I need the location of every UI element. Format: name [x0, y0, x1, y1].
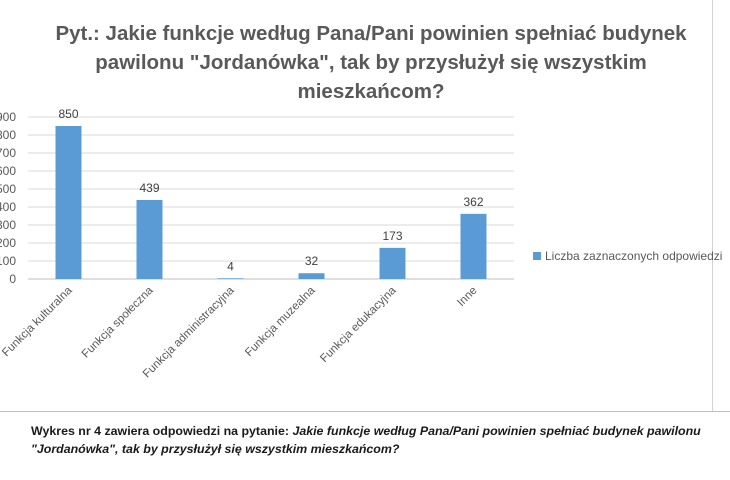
bar	[460, 213, 487, 279]
caption-lead: Wykres nr 4 zawiera odpowiedzi na pytani…	[31, 424, 289, 438]
y-tick-label: 600	[0, 164, 16, 178]
legend-label: Liczba zaznaczonych odpowiedzi	[545, 249, 722, 263]
y-tick-label: 400	[0, 200, 16, 214]
bar-chart: 900 800 700 600 500 400 300 200 100 0 850 Funkcja k…	[0, 107, 722, 380]
x-category-label: Funkcja społeczna	[80, 284, 156, 360]
legend-swatch	[533, 252, 541, 260]
y-tick-label: 100	[0, 254, 16, 268]
data-label: 439	[139, 181, 159, 195]
bar	[136, 199, 163, 279]
data-label: 4	[227, 259, 234, 273]
x-category-label: Funkcja edukacyjna	[318, 284, 399, 365]
y-tick-label: 0	[9, 272, 16, 286]
x-category-label: Funkcja muzealna	[243, 284, 318, 359]
x-category-label: Funkcja kulturalna	[0, 284, 75, 359]
bar	[55, 126, 82, 279]
caption-question: Jakie funkcje według Pana/Pani powinien …	[31, 424, 701, 456]
y-tick-label: 300	[0, 218, 16, 232]
data-label: 850	[58, 107, 78, 121]
page-edge-line	[712, 0, 713, 412]
chart-caption: Wykres nr 4 zawiera odpowiedzi na pytani…	[31, 422, 711, 458]
y-tick-label: 200	[0, 236, 16, 250]
y-tick-label: 800	[0, 128, 16, 142]
x-category-label: Funkcja administracyjna	[141, 284, 237, 380]
x-category-label: Inne	[455, 285, 479, 309]
y-tick-label: 500	[0, 182, 16, 196]
chart-title: Pyt.: Jakie funkcje według Pana/Pani pow…	[55, 22, 687, 103]
y-tick-label: 700	[0, 146, 16, 160]
data-label: 173	[382, 229, 402, 243]
data-label: 32	[305, 254, 319, 268]
bar	[298, 273, 325, 279]
bar	[379, 247, 406, 279]
bar	[217, 278, 244, 279]
data-label: 362	[463, 195, 483, 209]
y-tick-label: 900	[0, 110, 16, 124]
caption-divider	[0, 411, 730, 412]
